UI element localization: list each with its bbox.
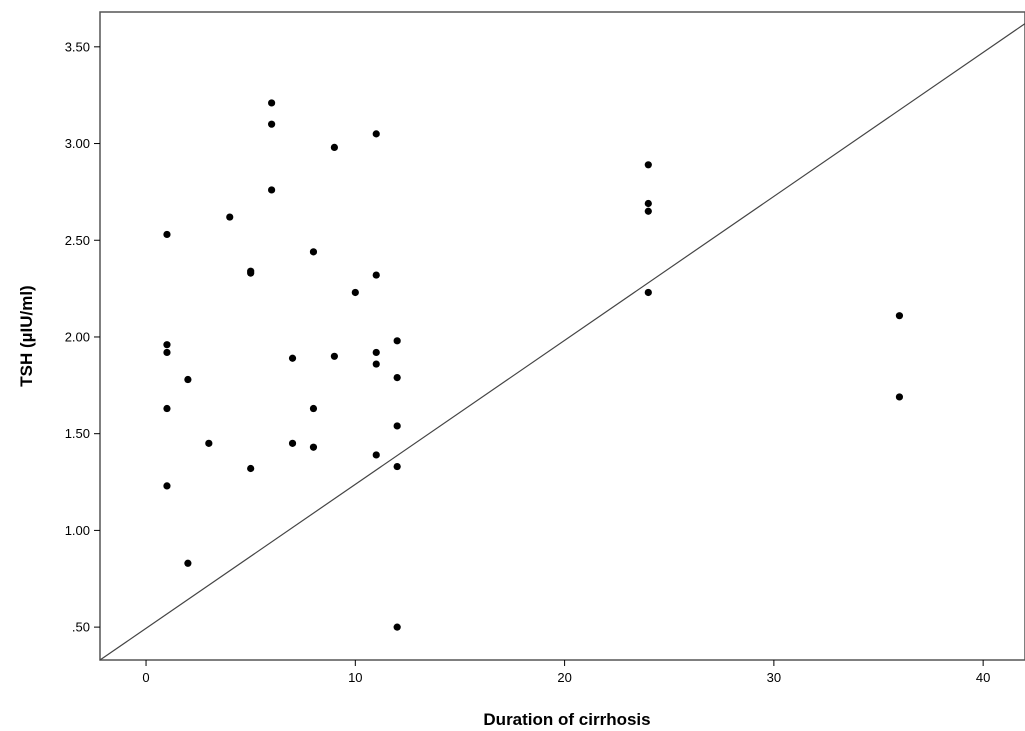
data-point — [247, 464, 255, 473]
x-tick-label: 10 — [348, 670, 362, 685]
y-axis: .50 1.00 1.50 2.00 2.50 3.00 3.50 — [65, 39, 100, 635]
data-point — [372, 271, 380, 279]
y-axis-title: TSH (µIU/ml) — [17, 285, 36, 386]
data-points — [163, 99, 904, 631]
plot-frame — [99, 11, 1025, 661]
reference-line — [99, 23, 1025, 661]
data-point — [163, 482, 171, 490]
data-point — [288, 439, 297, 447]
data-point — [205, 439, 213, 447]
x-tick-label: 0 — [142, 670, 149, 685]
data-point — [393, 462, 401, 471]
data-point — [226, 213, 234, 221]
data-point — [393, 623, 401, 631]
data-point — [644, 207, 652, 215]
data-point — [372, 348, 380, 357]
data-point — [247, 269, 255, 277]
y-tick-label: 3.50 — [65, 39, 90, 54]
y-tick-label: 2.50 — [65, 233, 90, 248]
data-point — [309, 248, 318, 256]
data-point — [268, 120, 276, 128]
y-tick-label: 2.00 — [65, 329, 90, 344]
data-point — [309, 443, 318, 451]
data-point — [163, 348, 171, 357]
data-point — [268, 186, 276, 194]
data-point — [184, 559, 192, 567]
data-point — [163, 341, 171, 349]
x-axis: 0 10 20 30 40 — [142, 660, 990, 685]
data-point — [330, 352, 338, 360]
x-tick-label: 40 — [976, 670, 990, 685]
data-point — [309, 404, 318, 413]
data-point — [895, 393, 904, 401]
data-point — [268, 99, 276, 107]
data-point — [163, 404, 171, 413]
data-point — [184, 375, 192, 384]
data-point — [644, 199, 652, 208]
y-tick-label: .50 — [72, 620, 90, 635]
data-point — [372, 130, 380, 138]
data-point — [163, 230, 171, 239]
data-point — [393, 373, 401, 382]
data-point — [372, 360, 380, 368]
data-point — [895, 312, 904, 320]
x-axis-title: Duration of cirrhosis — [483, 710, 650, 729]
y-tick-label: 1.50 — [65, 426, 90, 441]
data-point — [372, 451, 380, 459]
data-point — [644, 288, 652, 297]
y-tick-label: 3.00 — [65, 136, 90, 151]
data-point — [393, 422, 401, 430]
y-tick-label: 1.00 — [65, 523, 90, 538]
data-point — [351, 288, 359, 297]
data-point — [393, 337, 401, 345]
data-point — [288, 354, 297, 362]
data-point — [330, 143, 338, 152]
data-point — [644, 161, 652, 169]
x-tick-label: 30 — [767, 670, 781, 685]
x-tick-label: 20 — [557, 670, 571, 685]
